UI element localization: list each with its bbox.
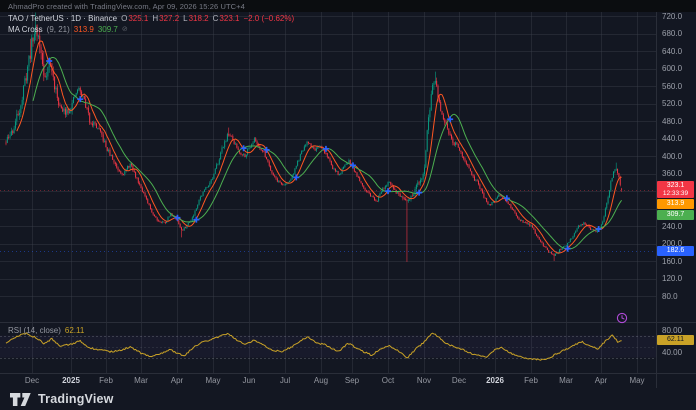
indicator-status-icon: ⊘ xyxy=(121,26,128,33)
price-axis-tick: 80.0 xyxy=(662,291,678,301)
rsi-axis-tick: 80.00 xyxy=(662,325,683,335)
time-axis-label: Apr xyxy=(170,376,184,385)
price-axis-tick: 200.0 xyxy=(662,239,683,248)
clock-icon[interactable] xyxy=(616,311,628,324)
alert-price-label: 182.6 xyxy=(657,246,694,257)
time-axis-label: Jul xyxy=(279,376,291,385)
price-axis-tick: 120.0 xyxy=(662,274,683,283)
indicator-title: MA Cross xyxy=(8,25,43,34)
time-axis-label: Mar xyxy=(559,376,573,385)
price-axis-tick: 560.0 xyxy=(662,81,683,91)
price-axis-tick: 640.0 xyxy=(662,46,683,56)
time-axis-label: Nov xyxy=(416,376,432,385)
open-value: O 325.1 xyxy=(121,14,149,23)
time-axis-label: Mar xyxy=(134,376,148,385)
time-axis-label: Sep xyxy=(344,376,360,385)
time-axis-label: Apr xyxy=(594,376,608,385)
indicator-params: (9, 21) xyxy=(46,25,70,34)
price-axis-tick: 480.0 xyxy=(662,116,683,126)
time-axis[interactable]: Dec 2025 Feb Mar Apr May Jun Jul Aug Sep Oct Nov Dec… xyxy=(0,373,656,388)
rsi-title: RSI (14, close) xyxy=(8,326,61,335)
time-axis-label: Aug xyxy=(313,376,329,385)
change-value: −2.0 (−0.62%) xyxy=(243,14,295,23)
last-price-label: 323.1 12:33:39 xyxy=(657,181,694,199)
ma-slow-label: 309.7 xyxy=(657,210,694,221)
time-axis-label: May xyxy=(629,376,645,385)
time-axis-label: Dec xyxy=(24,376,40,385)
high-value: H 327.2 xyxy=(152,14,180,23)
price-axis-tick: 600.0 xyxy=(662,64,683,73)
rsi-legend[interactable]: RSI (14, close) 62.11 xyxy=(8,326,84,335)
rsi-axis-tick: 40.00 xyxy=(662,347,683,357)
price-axis-tick: 680.0 xyxy=(662,29,683,38)
tradingview-logo-text[interactable]: TradingView xyxy=(38,392,114,406)
time-axis-label: May xyxy=(205,376,221,385)
footer-bar: TradingView xyxy=(0,388,696,410)
price-axis-tick: 160.0 xyxy=(662,256,683,266)
price-axis-tick: 720.0 xyxy=(662,11,683,21)
rsi-value-label: 62.11 xyxy=(657,334,694,345)
price-axis-tick: 400.0 xyxy=(662,151,683,161)
indicator-row[interactable]: MA Cross (9, 21) 313.9 309.7 ⊘ xyxy=(8,25,294,34)
low-value: L 318.2 xyxy=(183,14,209,23)
attribution-text: AhmadPro created with TradingView.com, A… xyxy=(8,1,245,11)
time-axis-label: 2025 xyxy=(62,376,80,385)
ma-fast-label: 313.9 xyxy=(657,199,694,210)
tradingview-logo-icon[interactable] xyxy=(10,392,32,406)
time-axis-label: Feb xyxy=(99,376,113,385)
price-axis-tick: 360.0 xyxy=(662,169,683,178)
time-axis-label: Jun xyxy=(242,376,256,385)
symbol-row: TAO / TetherUS · 1D · Binance O 325.1 H 32… xyxy=(8,14,294,23)
price-axis[interactable]: 720.0 680.0 640.0 600.0 560.0 520.0 480.0 440.0… xyxy=(656,12,696,388)
price-axis-tick: 240.0 xyxy=(662,221,683,231)
close-value: C 323.1 xyxy=(212,14,240,23)
ma-slow-value: 309.7 xyxy=(97,25,118,34)
attribution-bar: AhmadPro created with TradingView.com, A… xyxy=(0,0,696,12)
price-axis-tick: 520.0 xyxy=(662,99,683,108)
time-axis-label: 2026 xyxy=(486,376,504,385)
price-axis-tick: 440.0 xyxy=(662,134,683,143)
symbol-title[interactable]: TAO / TetherUS · 1D · Binance xyxy=(8,14,118,23)
rsi-value: 62.11 xyxy=(64,326,85,335)
ma-fast-value: 313.9 xyxy=(73,25,94,34)
time-axis-label: Oct xyxy=(381,376,395,385)
symbol-legend[interactable]: TAO / TetherUS · 1D · Binance O 325.1 H 32… xyxy=(8,14,294,36)
time-axis-label: Dec xyxy=(451,376,467,385)
time-axis-label: Feb xyxy=(524,376,538,385)
